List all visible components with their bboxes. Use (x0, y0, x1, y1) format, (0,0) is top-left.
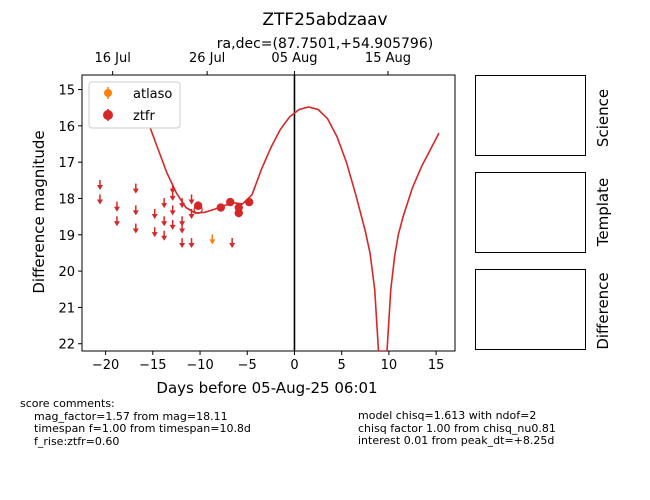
x-tick-label: 10 (381, 358, 398, 373)
score-comments-left: score comments: mag_factor=1.57 from mag=… (20, 397, 251, 448)
upper-limit-ztfr-head (161, 235, 168, 241)
y-tick-label: 21 (58, 301, 75, 316)
x-tick-label: 0 (290, 358, 298, 373)
upper-limit-ztfr-head (151, 214, 158, 219)
open-point-ztfr (193, 204, 203, 214)
y-tick-label: 18 (58, 192, 75, 207)
y-tick-label: 19 (58, 229, 75, 244)
score-comments-right: model chisq=1.613 with ndof=2 chisq facto… (358, 409, 556, 448)
x-tick-label: 15 (428, 358, 445, 373)
y-tick-label: 15 (58, 84, 75, 99)
top-axis-tick-label: 05 Aug (271, 51, 317, 66)
upper-limit-ztfr-head (132, 210, 139, 216)
x-tick-label: −20 (92, 358, 119, 373)
upper-limit-ztfr-head (161, 221, 168, 227)
y-tick-label: 17 (58, 156, 75, 171)
score-comments-heading: score comments: (20, 397, 115, 410)
model-curve (110, 81, 440, 351)
detection-point-ztfr (226, 197, 235, 207)
comment-line: timespan f=1.00 from timespan=10.8d (34, 422, 251, 435)
plot-area: −20 −15 −10 −5 0 5 10 15 15 16 17 18 19 20 21 22 16 Jul 2… (58, 51, 456, 373)
upper-limit-ztfr-head (113, 206, 120, 212)
upper-limit-ztfr-head (169, 210, 176, 216)
comment-line: mag_factor=1.57 from mag=18.11 (34, 409, 228, 423)
detection-point-ztfr (234, 203, 243, 212)
upper-limit-ztfr-head (96, 184, 103, 190)
x-axis-label: Days before 05-Aug-25 06:01 (156, 379, 377, 397)
upper-limit-ztfr-head (188, 243, 195, 249)
science-panel (475, 75, 586, 156)
upper-limit-ztfr-head (188, 199, 195, 205)
y-tick-label: 22 (58, 338, 75, 353)
comment-line: interest 0.01 from peak_dt=+8.25d (358, 434, 555, 447)
difference-panel-label: Difference (594, 272, 612, 349)
science-panel-label: Science (594, 89, 612, 147)
comment-line: model chisq=1.613 with ndof=2 (358, 409, 537, 422)
top-axis-tick-label: 26 Jul (189, 51, 225, 66)
legend-marker-ztfr (103, 110, 113, 120)
legend-label-ztfr: ztfr (133, 109, 155, 124)
legend-label-atlaso: atlaso (133, 87, 172, 102)
y-tick-label: 20 (58, 265, 75, 280)
legend-entry-ztfr: ztfr (103, 109, 155, 124)
upper-limit-ztfr-head (179, 203, 186, 209)
upper-limit-ztfr-head (169, 195, 176, 201)
x-tick-label: −5 (238, 358, 257, 373)
legend: atlaso ztfr (88, 81, 181, 129)
upper-limit-ztfr-head (96, 199, 103, 205)
upper-limit-ztfr-head (151, 232, 158, 238)
comment-line: f_rise:ztfr=0.60 (34, 434, 120, 448)
detection-point-ztfr (244, 197, 254, 207)
upper-limit-ztfr-head (132, 188, 139, 194)
chart-title: ZTF25abdzaav (262, 10, 387, 30)
x-tick-label: −15 (139, 358, 166, 373)
upper-limit-ztfr-head (188, 214, 195, 219)
upper-limit-ztfr-head (169, 224, 176, 230)
upper-limit-ztfr-head (179, 243, 186, 249)
upper-limit-atlaso-head (209, 239, 216, 245)
template-panel-label: Template (594, 178, 612, 247)
detection-point-ztfr (216, 203, 226, 212)
top-axis-tick-label: 15 Aug (365, 51, 411, 66)
x-tick-label: −10 (186, 358, 213, 373)
legend-entry-atlaso: atlaso (104, 87, 172, 102)
y-tick-label: 16 (58, 120, 75, 135)
y-axis-label: Difference magnitude (30, 130, 48, 293)
template-panel (475, 172, 586, 253)
upper-limit-ztfr-head (179, 228, 186, 234)
difference-panel (475, 269, 586, 350)
upper-limit-ztfr-head (161, 203, 168, 209)
upper-limit-ztfr-head (229, 243, 236, 249)
chart-subtitle: ra,dec=(87.7501,+54.905796) (217, 36, 433, 52)
upper-limit-ztfr-head (113, 221, 120, 227)
x-tick-label: 5 (338, 358, 346, 373)
comment-line: chisq factor 1.00 from chisq_nu0.81 (358, 421, 556, 435)
legend-marker-atlaso (104, 89, 112, 97)
upper-limit-ztfr-head (132, 228, 139, 234)
top-axis-tick-label: 16 Jul (95, 51, 131, 66)
